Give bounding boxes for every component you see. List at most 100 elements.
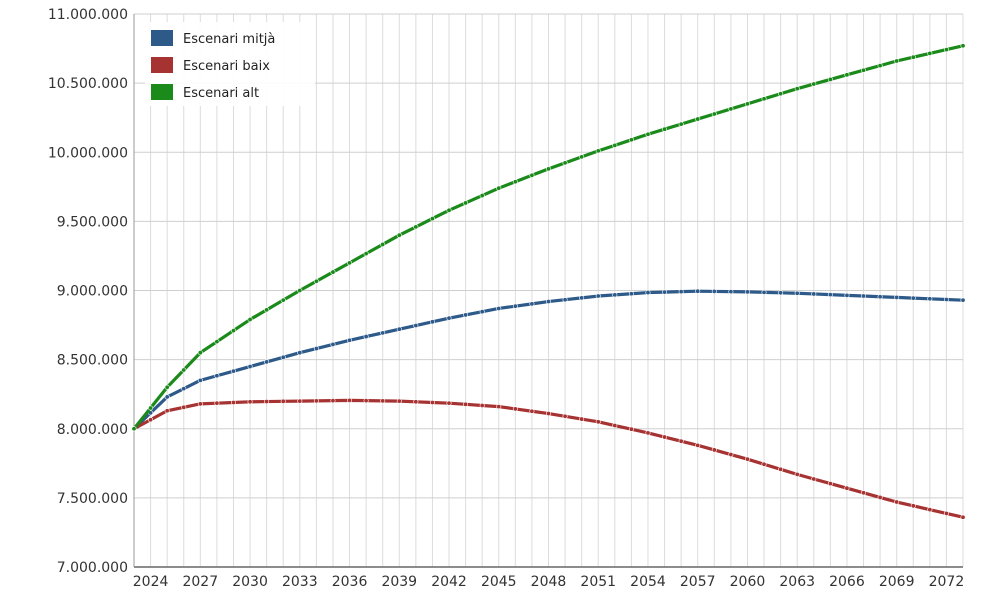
data-point [778,290,784,296]
data-point [960,297,966,303]
data-point [595,419,601,425]
y-tick-label: 9.000.000 [57,284,128,300]
x-tick-label: 2066 [829,574,865,590]
data-point [927,507,933,513]
x-tick-label: 2072 [929,574,965,590]
data-point [811,81,817,87]
data-point [181,386,187,392]
data-point [827,292,833,298]
data-point [396,232,402,238]
data-point [711,111,717,117]
data-point [496,305,502,311]
y-tick-label: 10.000.000 [48,145,128,161]
data-point [545,166,551,172]
legend: Escenari mitjà Escenari baix Escenari alt [145,22,315,106]
x-tick-label: 2051 [580,574,616,590]
data-point [662,434,668,440]
data-point [943,47,949,53]
data-point [264,399,270,405]
data-point [960,43,966,49]
series-1 [131,397,966,520]
data-point [297,287,303,293]
data-point [794,86,800,92]
data-point [728,452,734,458]
data-point [678,289,684,295]
x-tick-label: 2048 [531,574,567,590]
data-point [396,326,402,332]
data-point [645,430,651,436]
data-point [396,398,402,404]
data-point [910,503,916,509]
data-point [927,50,933,56]
data-point [479,309,485,315]
data-point [380,241,386,247]
y-tick-label: 10.500.000 [48,76,128,92]
legend-entry: Escenari baix [183,59,270,74]
data-point [197,377,203,383]
data-point [579,416,585,422]
data-point [214,400,220,406]
y-tick-label: 11.000.000 [48,7,128,23]
data-point [247,399,253,405]
data-point [827,76,833,82]
data-point [562,413,568,419]
data-point [446,207,452,213]
data-point [877,494,883,500]
data-point [678,121,684,127]
data-point [910,295,916,301]
x-tick-label: 2069 [879,574,915,590]
data-point [363,251,369,257]
data-point [678,438,684,444]
data-point [927,296,933,302]
data-point [512,406,518,412]
x-tick-label: 2063 [779,574,815,590]
x-tick-label: 2042 [431,574,467,590]
data-point [943,296,949,302]
data-point [877,63,883,69]
data-point [628,426,634,432]
data-point [463,312,469,318]
y-tick-label: 8.500.000 [57,353,128,369]
data-point [330,398,336,404]
grid [133,13,964,568]
x-tick-label: 2039 [381,574,417,590]
data-point [529,301,535,307]
data-point [744,289,750,295]
data-point [628,291,634,297]
x-tick-label: 2057 [680,574,716,590]
data-point [347,337,353,343]
data-point [297,398,303,404]
data-point [562,297,568,303]
data-point [496,404,502,410]
data-point [529,408,535,414]
x-tick-label: 2024 [133,574,169,590]
data-point [230,399,236,405]
data-point [861,490,867,496]
data-point [313,278,319,284]
data-point [811,476,817,482]
data-point [861,67,867,73]
data-point [413,224,419,230]
data-point [695,288,701,294]
y-axis-ticks: 7.000.000 7.500.000 8.000.000 8.500.000 9.00… [48,7,128,576]
data-point [728,106,734,112]
series-2 [131,43,966,432]
data-point [164,408,170,414]
data-point [164,394,170,400]
x-tick-label: 2045 [481,574,517,590]
data-point [695,116,701,122]
data-point [148,405,154,411]
data-point [164,384,170,390]
data-point [330,341,336,347]
data-point [761,96,767,102]
data-point [943,510,949,516]
data-point [313,398,319,404]
x-tick-label: 2033 [282,574,318,590]
series-layer [131,43,966,520]
data-point [479,402,485,408]
data-point [910,54,916,60]
data-point [711,447,717,453]
x-tick-label: 2027 [182,574,218,590]
data-point [181,404,187,410]
